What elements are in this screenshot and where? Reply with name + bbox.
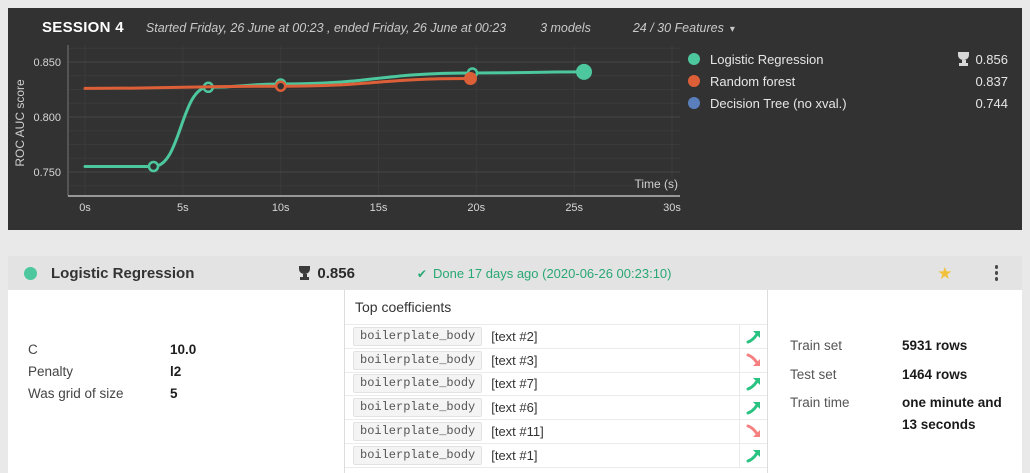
trend-arrow-icon: [739, 372, 767, 396]
feature-chip: boilerplate_body: [353, 445, 483, 465]
trophy-icon: [299, 266, 311, 280]
coefficient-label: [text #3]: [491, 352, 538, 368]
trend-arrow-icon: [739, 420, 767, 443]
top-coefficients-title: Top coefficients: [345, 290, 767, 325]
x-tick-label: 20s: [467, 202, 485, 214]
legend-score: 0.744: [975, 95, 1008, 111]
coefficient-label: [text #1]: [491, 447, 538, 463]
x-tick-label: 25s: [565, 202, 583, 214]
coefficient-label: [text #11]: [491, 424, 544, 440]
features-dropdown-label: 24 / 30 Features: [632, 21, 724, 35]
param-row-grid-size: Was grid of size 5: [28, 386, 178, 401]
y-tick-label: 0.850: [33, 57, 61, 69]
coefficient-row: boilerplate_body [text #3]: [345, 348, 767, 373]
trend-arrow-icon: [739, 443, 767, 467]
train-info-row: Train set 5931 rows: [790, 338, 968, 353]
chevron-down-icon: ▾: [729, 24, 735, 35]
chart-legend: Logistic Regression 0.856 Random forest …: [688, 48, 1008, 114]
x-tick-label: 0s: [79, 202, 91, 214]
x-axis-label: Time (s): [634, 177, 678, 191]
coefficient-label: [text #7]: [491, 376, 538, 392]
legend-label: Decision Tree (no xval.): [710, 95, 847, 111]
legend-label: Random forest: [710, 73, 796, 89]
y-tick-label: 0.800: [33, 112, 61, 124]
hyperparameters-section: C 10.0 Penalty l2 Was grid of size 5: [8, 290, 345, 473]
legend-item-logistic-regression[interactable]: Logistic Regression 0.856: [688, 48, 1008, 70]
legend-item-decision-tree[interactable]: Decision Tree (no xval.) 0.744: [688, 92, 1008, 114]
session-header: SESSION 4 Started Friday, 26 June at 00:…: [8, 8, 1022, 36]
train-info-row: Test set 1464 rows: [790, 366, 968, 382]
model-card-header[interactable]: Logistic Regression 0.856 ✔ Done 17 days …: [8, 256, 1022, 290]
model-card: Logistic Regression 0.856 ✔ Done 17 days …: [8, 256, 1022, 473]
train-info-section: Train set 5931 rows Test set 1464 rows T…: [768, 290, 1022, 473]
x-tick-label: 5s: [177, 202, 189, 214]
model-status: ✔ Done 17 days ago (2020-06-26 00:23:10): [416, 265, 672, 281]
coefficient-row: boilerplate_body [text #6]: [345, 396, 767, 421]
session-title: SESSION 4: [42, 19, 124, 36]
session-panel: SESSION 4 Started Friday, 26 June at 00:…: [8, 8, 1022, 230]
model-color-dot: [24, 266, 37, 280]
feature-chip: boilerplate_body: [353, 398, 483, 418]
feature-chip: boilerplate_body: [353, 374, 483, 394]
param-row-penalty: Penalty l2: [28, 364, 182, 379]
x-tick-label: 10s: [272, 202, 290, 214]
coefficient-row: boilerplate_body [text #1]: [345, 443, 767, 468]
series-marker: [147, 160, 160, 173]
legend-item-random-forest[interactable]: Random forest 0.837: [688, 70, 1008, 92]
trend-arrow-icon: [739, 348, 767, 372]
x-tick-label: 15s: [370, 202, 388, 214]
kebab-menu-button[interactable]: [991, 261, 1003, 286]
y-axis-label: ROC AUC score: [13, 79, 27, 167]
top-coefficients-section: Top coefficients boilerplate_body [text …: [345, 290, 768, 473]
coefficient-label: [text #2]: [491, 328, 538, 344]
y-tick-label: 0.750: [33, 167, 61, 179]
legend-label: Logistic Regression: [710, 51, 824, 67]
series-color-dot: [688, 75, 700, 87]
train-info-row: Train time one minute and 13 seconds: [790, 395, 1002, 432]
trend-arrow-icon: [739, 396, 767, 420]
feature-chip: boilerplate_body: [353, 350, 483, 370]
legend-score: 0.856: [958, 52, 1008, 67]
trophy-icon: [958, 52, 970, 66]
model-score: 0.856: [299, 265, 355, 282]
coefficient-label: [text #6]: [491, 400, 538, 416]
series-color-dot: [688, 53, 700, 65]
legend-score: 0.837: [975, 73, 1008, 89]
series-end-marker: [464, 72, 477, 85]
check-icon: ✔: [416, 266, 427, 281]
model-card-body: C 10.0 Penalty l2 Was grid of size 5 Top…: [8, 290, 1022, 473]
model-name: Logistic Regression: [51, 264, 195, 282]
x-tick-label: 30s: [663, 202, 681, 214]
trend-arrow-icon: [739, 325, 767, 348]
coefficient-row: boilerplate_body [text #7]: [345, 372, 767, 397]
param-row-c: C 10.0: [28, 342, 197, 357]
series-end-marker: [576, 63, 592, 80]
coefficient-row: boilerplate_body [text #2]: [345, 325, 767, 349]
star-button[interactable]: ★: [937, 263, 953, 283]
roc-auc-chart: 0s 5s 10s 15s 20s 25s 30s 0.850 0.800 0.750 Time (…: [13, 45, 681, 214]
session-subtitle: Started Friday, 26 June at 00:23 , ended…: [145, 21, 507, 35]
coefficient-row: boilerplate_body [text #11]: [345, 420, 767, 444]
feature-chip: boilerplate_body: [353, 422, 483, 442]
series-color-dot: [688, 97, 700, 109]
series-marker: [274, 80, 287, 92]
session-models-count: 3 models: [540, 21, 591, 35]
features-dropdown[interactable]: 24 / 30 Features ▾: [633, 21, 735, 35]
feature-chip: boilerplate_body: [353, 326, 483, 346]
